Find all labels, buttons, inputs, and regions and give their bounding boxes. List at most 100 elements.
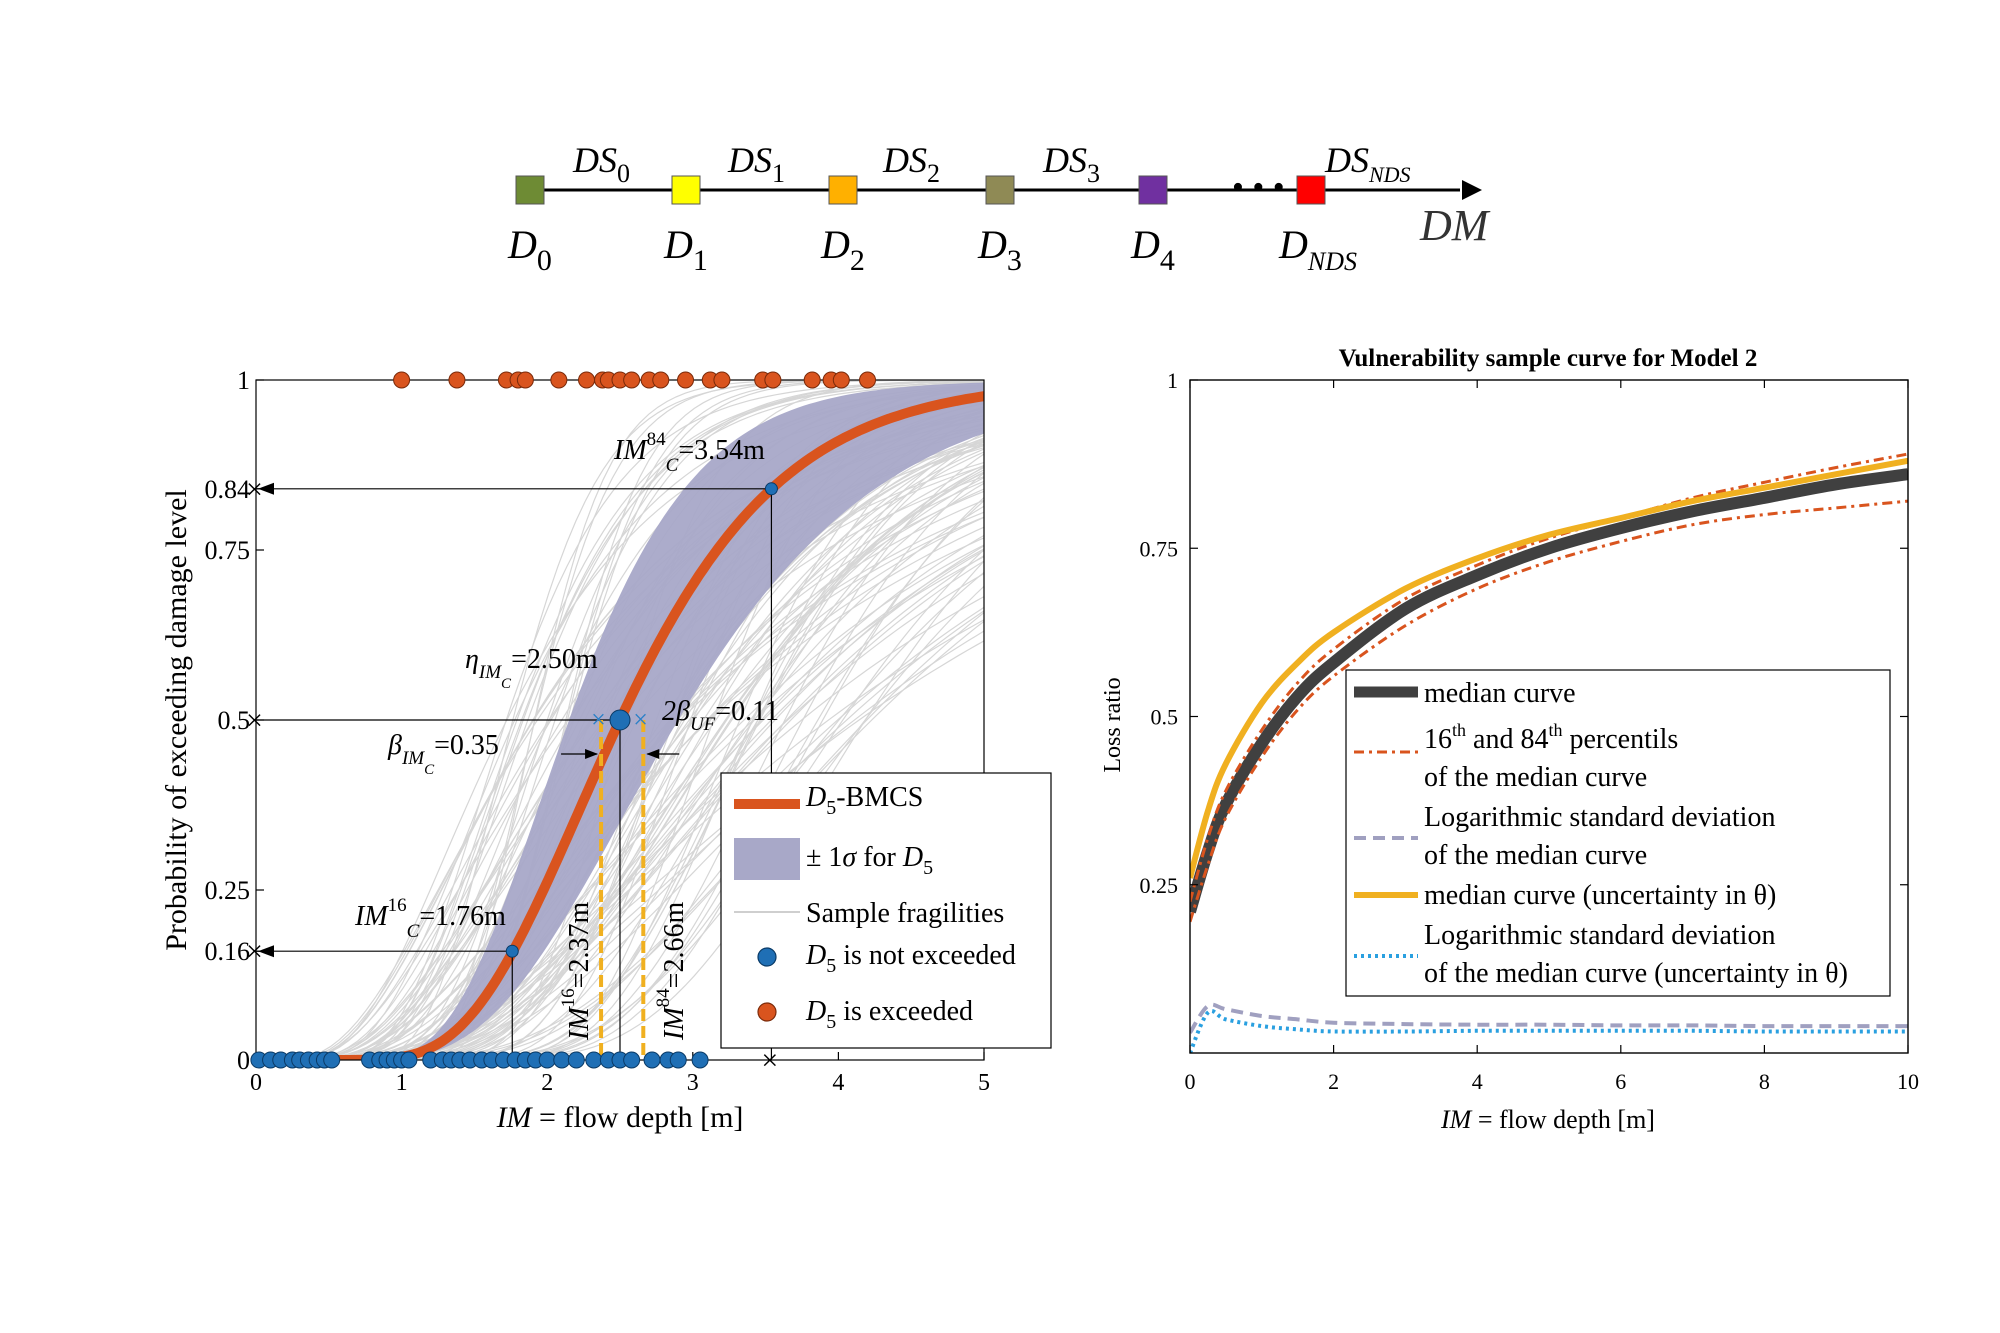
left-x-tick-label: 1 [396, 1070, 408, 1096]
exceeded-point [550, 371, 568, 389]
guide-arrowhead [258, 945, 274, 958]
damage-level-node-2 [828, 175, 858, 205]
uncertainty-bound-cross: × [591, 705, 606, 734]
not-exceeded-point [585, 1051, 603, 1069]
key-quantile-point [505, 944, 519, 958]
left-y-tick-label: 0.5 [218, 706, 251, 735]
sample-fragility-curve [257, 453, 984, 1060]
sample-fragility-curve [257, 496, 984, 1060]
sample-fragility-curve [257, 414, 984, 1060]
left-observation-points [250, 371, 877, 1069]
right-x-tick-label: 2 [1328, 1069, 1339, 1094]
left-x-axis-label: IM = flow depth [m] [496, 1101, 744, 1134]
sample-fragility-curve [257, 441, 984, 1060]
damage-level-node-0 [515, 175, 545, 205]
damage-level-label-3: D3 [977, 222, 1022, 277]
scale-ellipsis: • • • [1232, 169, 1285, 206]
damage-level-label-2: D2 [820, 222, 865, 277]
right-y-tick-label: 0.75 [1140, 536, 1179, 561]
vulnerability-series-3 [1190, 1002, 1908, 1034]
not-exceeded-point [623, 1051, 641, 1069]
guide-arrowhead [258, 482, 274, 495]
uncertainty-bound-cross: × [633, 705, 648, 734]
damage-level-node-3 [985, 175, 1015, 205]
damage-level-label-5: DNDS [1278, 222, 1357, 276]
damage-state-label-4: DSNDS [1324, 140, 1411, 187]
left-y-tick-label: 0.25 [205, 876, 251, 905]
legend-label-band: ± 1σ for D5 [806, 842, 933, 879]
right-chart-title: Vulnerability sample curve for Model 2 [1339, 345, 1758, 372]
axis-cross-marker: × [246, 473, 263, 506]
legend-label-not-exceeded: D5 is not exceeded [805, 940, 1016, 977]
not-exceeded-point [553, 1051, 571, 1069]
exceeded-point [652, 371, 670, 389]
right-x-tick-label: 10 [1897, 1069, 1919, 1094]
annotation-im16: IM16C=1.76m [354, 895, 506, 942]
annotation-eta: ηIMC=2.50m [465, 644, 598, 692]
damage-level-node-4 [1138, 175, 1168, 205]
exceeded-point [677, 371, 695, 389]
damage-level-label-1: D1 [663, 222, 708, 277]
annotation-uf84: IM84=2.66m [653, 902, 690, 1041]
sample-fragility-curve [257, 381, 984, 1060]
scale-arrowhead [1462, 180, 1482, 200]
legend-label-percentiles-1: 16th and 84th percentils [1424, 720, 1678, 755]
left-annotations: IM84C=3.54m ηIMC=2.50m 2βUF=0.11 βIMC=0.35 I… [354, 429, 779, 1041]
right-y-axis-label: Loss ratio [1100, 677, 1126, 772]
axis-cross-marker: × [761, 1044, 778, 1077]
vulnerability-series [1190, 452, 1908, 1053]
not-exceeded-point [323, 1051, 341, 1069]
vulnerability-series-4 [1190, 457, 1908, 879]
left-x-tick-label: 4 [832, 1070, 844, 1096]
left-y-tick-label: 1 [237, 366, 250, 395]
scale-end-label: DM [1419, 201, 1491, 250]
left-y-tick-label: 0 [237, 1046, 250, 1075]
damage-state-label-0: DS0 [572, 140, 630, 188]
legend-swatch-band [734, 838, 800, 880]
exceeded-point [448, 371, 466, 389]
axis-cross-marker: × [246, 704, 263, 737]
exceeded-point [859, 371, 877, 389]
not-exceeded-point [400, 1051, 418, 1069]
legend-label-logstd-1: Logarithmic standard deviation [1424, 802, 1775, 833]
right-y-tick-label: 0.25 [1140, 873, 1179, 898]
vulnerability-chart: Vulnerability sample curve for Model 2 0… [1100, 345, 1919, 1134]
exceeded-point [393, 371, 411, 389]
exceeded-point [713, 371, 731, 389]
damage-level-node-5 [1296, 175, 1326, 205]
left-y-axis-label: Probability of exceeding damage level [160, 489, 193, 951]
sample-fragility-curve [257, 571, 984, 1060]
right-legend-box [1345, 669, 1891, 997]
annotation-beta-imc: βIMC=0.35 [387, 730, 499, 778]
left-legend: D5-BMCS ± 1σ for D5 Sample fragilities D… [720, 772, 1052, 1049]
sample-fragility-curve [257, 585, 984, 1060]
beta-arrowhead-right [646, 749, 660, 759]
right-legend: median curve 16th and 84th percentils of… [1345, 669, 1891, 997]
beta-arrowhead-left [585, 749, 599, 759]
annotation-uf16: IM16=2.37m [558, 902, 595, 1041]
key-quantile-point [764, 482, 778, 496]
legend-marker-not-exceeded [757, 947, 777, 967]
right-y-tick-label: 0.5 [1151, 705, 1179, 730]
left-x-tick-label: 0 [250, 1070, 262, 1096]
not-exceeded-point [669, 1051, 687, 1069]
damage-level-node-1 [671, 175, 701, 205]
damage-state-label-1: DS1 [727, 140, 785, 188]
legend-label-logstd-theta-1: Logarithmic standard deviation [1424, 920, 1775, 951]
damage-level-label-0: D0 [507, 222, 552, 277]
axis-cross-marker: × [246, 935, 263, 968]
sample-fragility-curve [257, 465, 984, 1060]
left-y-tick-label: 0.16 [205, 937, 251, 966]
not-exceeded-point [643, 1051, 661, 1069]
exceeded-point [623, 371, 641, 389]
legend-label-samples: Sample fragilities [806, 898, 1004, 929]
left-x-tick-label: 5 [978, 1070, 990, 1096]
right-x-axis-label: IM = flow depth [m] [1440, 1105, 1655, 1134]
vulnerability-series-5 [1190, 1008, 1908, 1053]
legend-label-exceeded: D5 is exceeded [805, 996, 973, 1033]
damage-level-label-4: D4 [1130, 222, 1175, 277]
right-axis-ticks: 0 2 4 6 8 10 0.25 0.5 0.75 1 [1140, 368, 1920, 1094]
left-x-tick-label: 2 [541, 1070, 553, 1096]
